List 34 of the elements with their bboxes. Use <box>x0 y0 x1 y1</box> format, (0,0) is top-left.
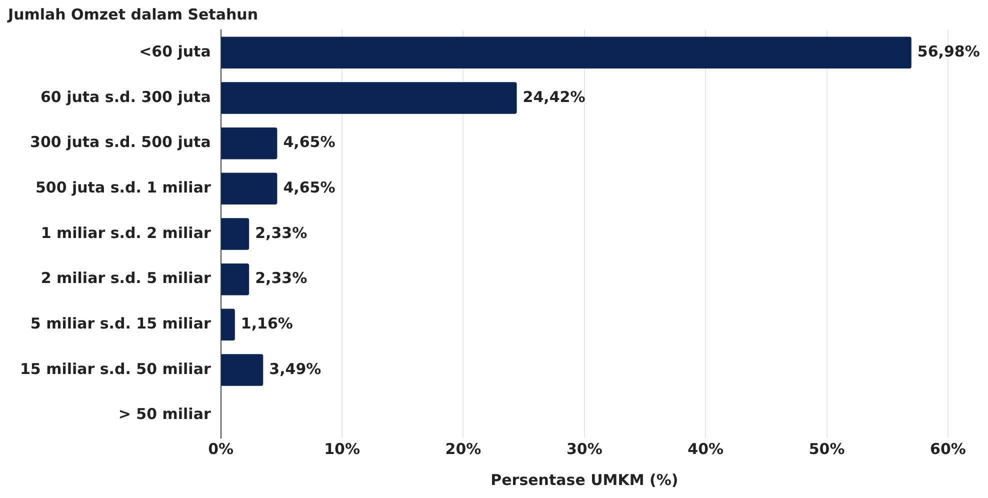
data-label: 24,42% <box>522 88 586 106</box>
bar <box>221 218 250 250</box>
x-tick-label: 40% <box>688 440 724 458</box>
y-axis-title: Jumlah Omzet dalam Setahun <box>7 5 258 24</box>
data-label: 3,49% <box>269 360 322 378</box>
y-tick-label: 1 miliar s.d. 2 miliar <box>40 224 212 242</box>
bar <box>221 354 264 386</box>
x-tick-label: 10% <box>324 440 360 458</box>
y-tick-label: 2 miliar s.d. 5 miliar <box>40 269 212 288</box>
bar <box>221 308 235 341</box>
x-tick-label: 20% <box>445 440 482 458</box>
y-tick-label: 300 juta s.d. 500 juta <box>30 133 211 152</box>
x-tick-label: 50% <box>808 440 845 458</box>
x-axis-title: Persentase UMKM (%) <box>490 470 678 489</box>
y-tick-label: <60 juta <box>139 42 211 61</box>
bar <box>221 172 278 205</box>
y-tick-label: 60 juta s.d. 300 juta <box>40 88 211 106</box>
bar <box>221 82 517 114</box>
data-label: 56,98% <box>917 42 980 61</box>
bar <box>221 263 250 296</box>
y-tick-label: 15 miliar s.d. 50 miliar <box>20 360 212 378</box>
y-tick-label: 5 miliar s.d. 15 miliar <box>30 314 212 333</box>
data-label: 2,33% <box>255 269 308 288</box>
bar <box>221 127 278 160</box>
data-label: 1,16% <box>240 314 293 333</box>
x-tick-label: 0% <box>208 440 234 458</box>
bar <box>221 36 912 69</box>
y-tick-label: 500 juta s.d. 1 miliar <box>35 178 212 197</box>
y-tick-label: > 50 miliar <box>118 405 212 424</box>
x-tick-label: 30% <box>566 440 602 458</box>
data-label: 4,65% <box>283 133 336 152</box>
data-label: 4,65% <box>283 178 336 197</box>
data-label: 2,33% <box>255 224 308 242</box>
x-tick-label: 60% <box>930 440 966 458</box>
